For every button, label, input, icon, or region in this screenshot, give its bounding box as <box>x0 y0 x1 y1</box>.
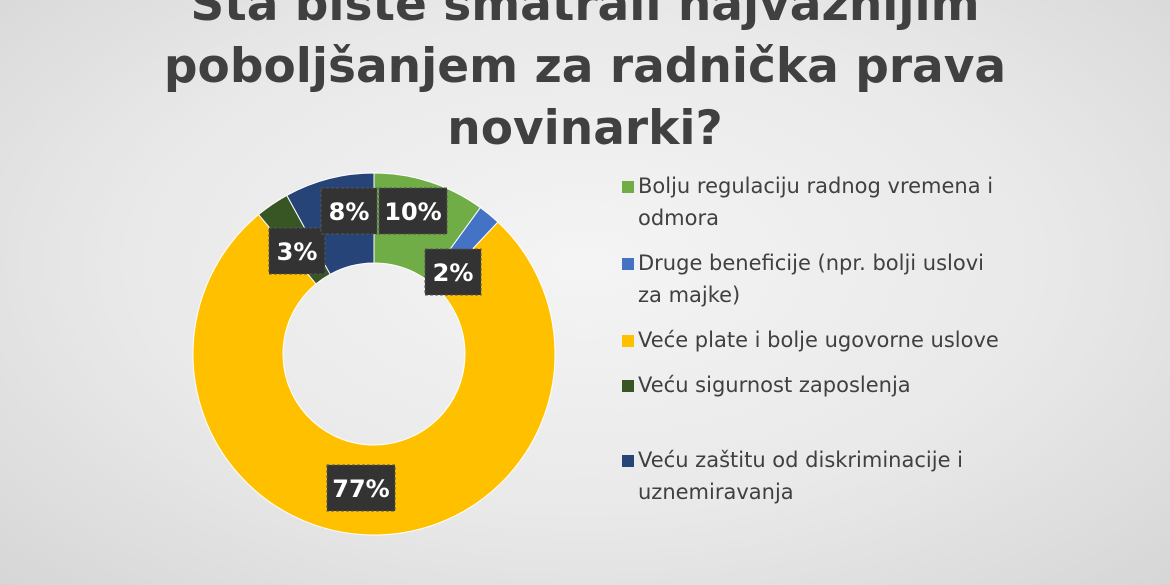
data-label-text: 8% <box>329 198 370 226</box>
chart-title-line-3: novinarki? <box>447 101 723 156</box>
data-label-box <box>268 227 326 275</box>
data-label-text: 2% <box>433 259 474 287</box>
legend-swatch <box>622 181 634 193</box>
legend-entry-druge-beneficije: Druge beneficije (npr. bolji uslovi za m… <box>612 247 1012 311</box>
legend-swatch <box>622 335 634 347</box>
data-label-text: 10% <box>384 198 441 226</box>
data-label: 10% <box>378 187 448 235</box>
chart-title-line-1: Šta biste smatrali najvažnijim <box>190 0 980 32</box>
legend-swatch <box>622 258 634 270</box>
chart-title-line-2: poboljšanjem za radnička prava <box>163 39 1007 94</box>
data-label-text: 77% <box>332 475 389 503</box>
data-label: 77% <box>326 464 396 512</box>
data-label-text: 3% <box>277 238 318 266</box>
legend-label: Druge beneficije (npr. bolji uslovi za m… <box>638 251 984 307</box>
legend-label: Veću sigurnost zaposlenja <box>638 373 911 397</box>
data-label: 2% <box>424 248 482 296</box>
data-label-box <box>320 187 378 235</box>
legend-entry-bolju-regulaciju: Bolju regulaciju radnog vremena i odmora <box>612 170 1012 234</box>
legend-swatch <box>622 455 634 467</box>
data-label-box <box>378 187 448 235</box>
chart-legend: Bolju regulaciju radnog vremena i odmora… <box>612 170 1012 521</box>
data-label-box <box>424 248 482 296</box>
legend-label: Bolju regulaciju radnog vremena i odmora <box>638 174 994 230</box>
legend-label: Veću zaštitu od diskriminacije i uznemir… <box>638 448 964 504</box>
data-label-box <box>326 464 396 512</box>
legend-swatch <box>622 380 634 392</box>
legend-entry-vecu-sigurnost: Veću sigurnost zaposlenja <box>612 369 1012 401</box>
data-label: 3% <box>268 227 326 275</box>
data-label: 8% <box>320 187 378 235</box>
chart-title: Šta biste smatrali najvažnijim poboljšan… <box>0 0 1170 160</box>
legend-entry-vecu-zastitu: Veću zaštitu od diskriminacije i uznemir… <box>612 444 1012 508</box>
legend-entry-vece-plate: Veće plate i bolje ugovorne uslove <box>612 324 1012 356</box>
legend-label: Veće plate i bolje ugovorne uslove <box>638 328 999 352</box>
